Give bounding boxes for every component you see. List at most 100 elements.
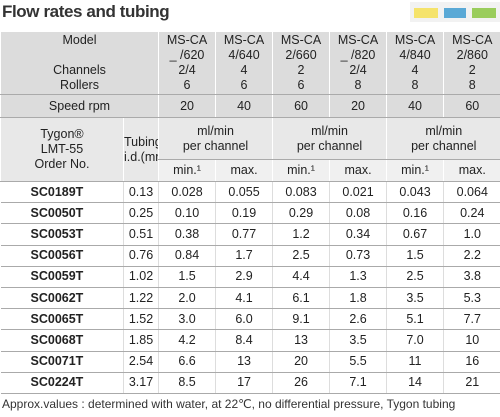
rollers: 6 [240, 78, 248, 92]
cell: 5.1 [386, 308, 444, 331]
speed: 20 [158, 94, 216, 118]
cell: 1.0 [443, 223, 500, 246]
order-no: SC0059T [0, 266, 124, 288]
spacer [2, 48, 159, 63]
subheader: min.¹ [272, 159, 330, 182]
cell: 1.2 [272, 223, 330, 246]
model: 2/860 [456, 48, 488, 62]
cell: 0.16 [386, 202, 444, 225]
cell: 7.1 [329, 372, 387, 394]
cell: 1.52 [122, 308, 159, 331]
cell: 4.1 [215, 287, 273, 310]
model: 4/840 [399, 48, 431, 62]
footnote: Approx.values : determined with water, a… [2, 397, 456, 411]
flow-label: per channel [296, 138, 363, 153]
cell: 0.25 [122, 202, 159, 225]
cell: 7.7 [443, 308, 500, 331]
cell: 1.3 [329, 266, 387, 288]
cell: 20 [272, 351, 330, 373]
cell: 0.24 [443, 202, 500, 225]
data-row: SC0056T 0.76 0.84 1.7 2.5 0.73 1.5 2.2 [0, 245, 500, 267]
flow-group: ml/min per channel [158, 117, 273, 160]
cell: 13 [272, 329, 330, 352]
channels-label: Channels [53, 63, 106, 77]
cell: 1.5 [158, 266, 216, 288]
cell: 6.1 [272, 287, 330, 310]
cell: 2.54 [122, 351, 159, 373]
subheader: min.¹ [158, 159, 216, 182]
flow-label: ml/min [425, 123, 463, 138]
cell: 4.4 [272, 266, 330, 288]
data-row: SC0224T 3.17 8.5 17 26 7.1 14 21 [0, 372, 500, 394]
header-row: Model Channels Rollers MS-CA _ /620 2/4 6 MS-C… [0, 32, 500, 95]
cell: 1.02 [122, 266, 159, 288]
tubing-icon [410, 2, 500, 22]
cell: 0.19 [215, 202, 273, 225]
cell: 0.67 [386, 223, 444, 246]
rollers: 6 [297, 78, 305, 92]
cell: 0.021 [329, 181, 387, 204]
subheader-row: min.¹ max. min.¹ max. min.¹ max. [1, 159, 500, 182]
speed-row: Speed rpm 20 40 60 20 40 60 [0, 94, 500, 118]
channels: 4 [240, 63, 248, 77]
pump-cell: MS-CA 2/860 2 8 [443, 32, 500, 95]
cell: 2.5 [272, 245, 330, 267]
cell: 1.7 [215, 245, 273, 267]
channels: 2 [468, 63, 476, 77]
cell: 2.0 [158, 287, 216, 310]
pump-cell: MS-CA _ /820 2/4 8 [329, 32, 387, 95]
flow-table: Model Channels Rollers MS-CA _ /620 2/4 6 MS-C… [0, 32, 500, 394]
cell: 0.13 [122, 181, 159, 204]
table-body: Model Channels Rollers MS-CA _ /620 2/4 6 MS-C… [0, 32, 500, 394]
cell: 0.043 [386, 181, 444, 204]
order-no: SC0050T [0, 202, 124, 225]
channels: 2/4 [349, 63, 367, 77]
data-row: SC0050T 0.25 0.10 0.19 0.29 0.08 0.16 0.24 [0, 202, 500, 225]
cell: 9.1 [272, 308, 330, 331]
cell: 0.76 [122, 245, 159, 267]
cell: 3.17 [122, 372, 159, 394]
cell: 21 [443, 372, 500, 394]
cell: 3.8 [443, 266, 500, 288]
pump-cell: MS-CA 4/640 4 6 [215, 32, 273, 95]
subheader: max. [443, 159, 500, 182]
tubing-label: Tubing [124, 134, 159, 149]
flow-group: ml/min per channel [386, 117, 500, 160]
tygon-label: Order No. [34, 157, 90, 171]
cell: 7.0 [386, 329, 444, 352]
cell: 1.22 [122, 287, 159, 310]
data-row: SC0068T 1.85 4.2 8.4 13 3.5 7.0 10 [0, 329, 500, 352]
cell: 5.5 [329, 351, 387, 373]
speed-label: Speed rpm [0, 94, 159, 118]
cell: 4.2 [158, 329, 216, 352]
cell: 13 [215, 351, 273, 373]
data-row: SC0059T 1.02 1.5 2.9 4.4 1.3 2.5 3.8 [0, 266, 500, 288]
model: MS-CA [452, 33, 493, 47]
cell: 1.5 [386, 245, 444, 267]
model: MS-CA [223, 33, 265, 47]
cell: 3.5 [386, 287, 444, 310]
model: MS-CA [394, 33, 436, 47]
model-label: Model [62, 33, 97, 47]
subheader: max. [215, 159, 273, 182]
cell: 0.083 [272, 181, 330, 204]
cell: 0.73 [329, 245, 387, 267]
channels: 2/4 [178, 63, 196, 77]
model: _ /620 [169, 48, 205, 62]
flow-label: ml/min [311, 123, 348, 138]
pump-cell: MS-CA _ /620 2/4 6 [158, 32, 216, 95]
model: MS-CA [337, 33, 379, 47]
icon-tube [414, 8, 438, 18]
title: Flow rates and tubing [2, 2, 170, 21]
model: 2/660 [285, 48, 317, 62]
flow-group: ml/min per channel [272, 117, 387, 160]
header-cell: Model Channels Rollers [0, 32, 159, 95]
cell: 0.34 [329, 223, 387, 246]
rollers: 8 [411, 78, 419, 92]
flow-label: ml/min [197, 123, 234, 138]
cell: 14 [386, 372, 444, 394]
order-no: SC0189T [0, 181, 124, 204]
